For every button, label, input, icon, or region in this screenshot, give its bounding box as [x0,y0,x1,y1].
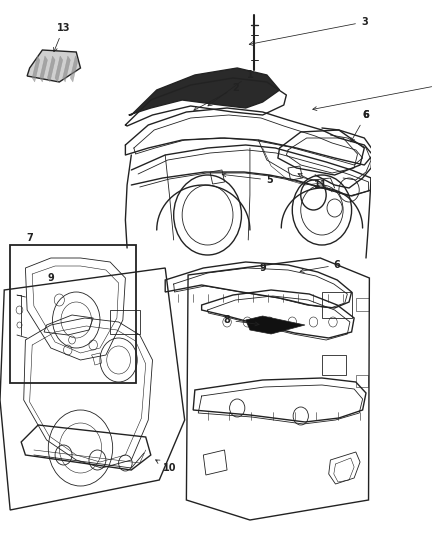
Text: 11: 11 [298,174,327,190]
Polygon shape [40,56,47,82]
Text: 9: 9 [259,263,266,273]
Bar [322,292,352,318]
Polygon shape [246,316,305,334]
Text: 1: 1 [208,70,253,106]
Text: 10: 10 [155,460,176,473]
Polygon shape [71,56,78,82]
Text: 6: 6 [363,110,369,120]
Bar [322,355,346,375]
Text: 2: 2 [194,83,239,110]
Polygon shape [47,56,55,82]
Text: 8: 8 [224,315,259,326]
Text: 9: 9 [47,273,54,283]
Bar [110,310,140,334]
Bar [356,375,367,387]
Text: 6: 6 [300,260,341,273]
Bar [356,298,368,311]
Polygon shape [32,56,40,82]
Text: 7: 7 [26,233,33,243]
Polygon shape [55,56,63,82]
Polygon shape [27,50,81,82]
Text: 5: 5 [222,173,273,185]
Text: 3: 3 [249,17,367,45]
Polygon shape [129,68,279,115]
Text: 6: 6 [351,110,369,142]
Text: 13: 13 [53,23,70,52]
Bar [10,245,135,383]
Polygon shape [63,56,71,82]
Text: 4: 4 [313,80,438,110]
